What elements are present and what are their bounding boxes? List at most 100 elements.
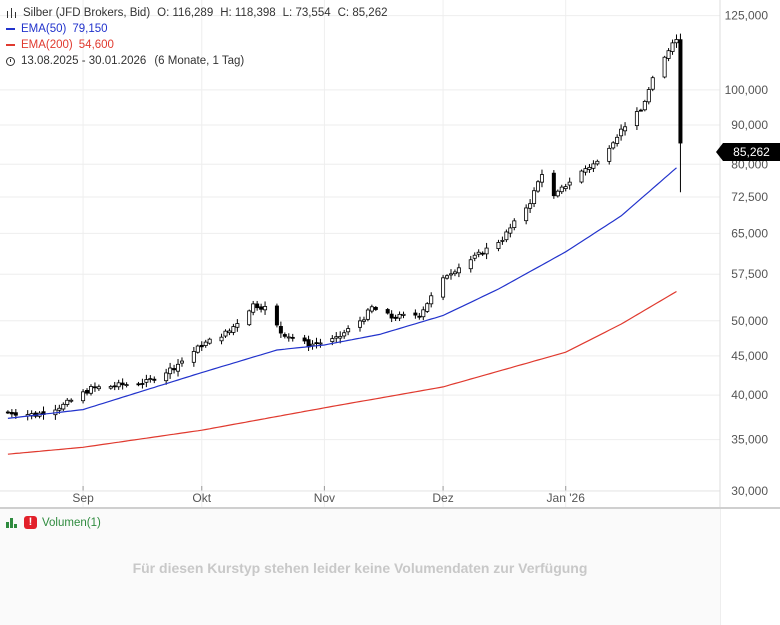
y-tick-label: 45,000 [731, 349, 768, 363]
ema50-swatch [6, 28, 15, 30]
volume-header: ! Volumen(1) [6, 516, 101, 529]
candle-body [662, 56, 667, 78]
legend-ema200[interactable]: EMA(200) 54,600 [6, 37, 388, 53]
candle-body [670, 42, 675, 52]
legend-ema50[interactable]: EMA(50) 79,150 [6, 21, 388, 37]
candlestick-icon [6, 8, 18, 18]
candle-body [666, 50, 671, 59]
candle-body [472, 254, 477, 259]
candle-body [116, 382, 121, 388]
range-detail: (6 Monate, 1 Tag) [154, 55, 245, 67]
x-tick-label: Okt [192, 491, 211, 505]
candle-body [615, 136, 620, 144]
candle-body [195, 345, 200, 353]
volume-label[interactable]: Volumen(1) [42, 516, 101, 529]
clock-icon [6, 56, 15, 66]
candle-body [480, 252, 485, 255]
instrument-name: Silber (JFD Brokers, Bid) [23, 7, 151, 19]
candle-body [88, 386, 93, 394]
candle-body [112, 385, 117, 388]
candle-body [579, 170, 584, 183]
candle-body [203, 341, 208, 346]
ema50-value: 79,150 [72, 23, 108, 35]
candle-body [92, 386, 97, 389]
ema50-line [7, 167, 677, 419]
y-tick-label: 90,000 [731, 118, 768, 132]
candle-body [57, 407, 62, 411]
volume-pane-bg [0, 509, 720, 625]
candle-body [476, 251, 481, 255]
candle-body [445, 275, 450, 279]
x-tick-label: Dez [432, 491, 453, 505]
ohlc-row: Silber (JFD Brokers, Bid) O: 116,289 H: … [6, 5, 388, 21]
candle-body [120, 382, 125, 386]
candle-body [9, 412, 14, 415]
candle-body [361, 319, 366, 322]
volume-bars-icon [6, 517, 18, 528]
candle-body [338, 336, 343, 339]
candle-body [646, 89, 651, 103]
high-value: H: 118,398 [220, 7, 276, 19]
candle-body [456, 267, 461, 274]
x-tick-label: Sep [72, 491, 94, 505]
candle-body [607, 147, 612, 162]
y-tick-label: 50,000 [731, 314, 768, 328]
ema50-label: EMA(50) [21, 23, 67, 35]
candle-body [108, 386, 113, 389]
candle-body [441, 277, 446, 298]
candle-body [69, 399, 74, 402]
candle-body [247, 310, 252, 326]
candle-body [61, 403, 66, 410]
y-axis: 30,000 35,000 40,000 45,000 50,000 57,500 65,0… [725, 9, 769, 498]
candle-body [5, 411, 10, 414]
y-tick-label: 40,000 [731, 388, 768, 402]
candle-body [619, 128, 624, 137]
candle-body [219, 336, 224, 342]
candle-body [290, 336, 295, 339]
candle-body [452, 271, 457, 275]
y-tick-label: 57,500 [731, 267, 768, 281]
candle-body [148, 378, 153, 381]
candlestick-series [5, 33, 683, 421]
ema200-label: EMA(200) [21, 39, 73, 51]
candle-body [417, 315, 422, 318]
no-volume-message: Für diesen Kurstyp stehen leider keine V… [132, 560, 588, 576]
candle-body [567, 181, 572, 186]
candle-body [65, 399, 70, 405]
warning-icon[interactable]: ! [24, 516, 37, 529]
candle-body [512, 220, 517, 228]
candle-body [223, 330, 228, 337]
candle-body [342, 332, 347, 337]
candle-body [555, 190, 560, 197]
candle-body [393, 316, 398, 319]
candle-body [282, 334, 287, 337]
candle-body [334, 336, 339, 339]
candle-body [314, 342, 319, 344]
candle-body [310, 343, 315, 347]
candle-body [278, 326, 283, 334]
x-axis: Sep Okt Nov Dez Jan '26 [0, 486, 720, 505]
candle-body [140, 383, 145, 385]
candle-body [231, 326, 236, 333]
candle-body [85, 390, 90, 394]
candle-body [508, 227, 513, 234]
candle-body [207, 338, 212, 344]
candle-body [385, 309, 390, 314]
candle-body [595, 160, 600, 165]
candle-body [642, 101, 647, 111]
candle-body [559, 186, 564, 193]
candle-body [191, 351, 196, 363]
candle-body [468, 259, 473, 270]
candle-body [357, 320, 362, 328]
y-tick-label: 65,000 [731, 226, 768, 240]
y-tick-label: 100,000 [725, 83, 769, 97]
candle-body [539, 174, 544, 183]
candle-body [373, 306, 378, 310]
candle-body [421, 309, 426, 318]
candle-body [634, 111, 639, 127]
candle-body [318, 342, 323, 345]
chart-legend: Silber (JFD Brokers, Bid) O: 116,289 H: … [6, 5, 388, 69]
candle-body [330, 338, 335, 342]
candle-body [152, 378, 157, 381]
